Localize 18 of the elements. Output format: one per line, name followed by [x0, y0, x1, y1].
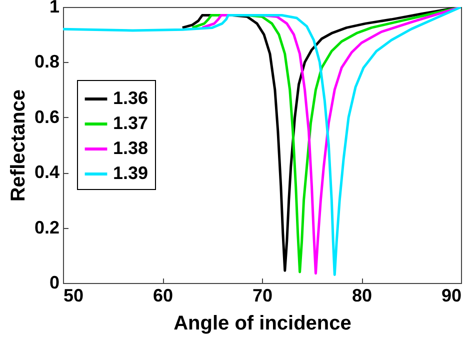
- legend-label: 1.36: [113, 88, 148, 108]
- y-tick-label: 0.6: [34, 106, 60, 127]
- y-tick-label: 0: [49, 272, 60, 292]
- legend-label: 1.39: [113, 163, 148, 183]
- x-tick-label: 90: [441, 286, 462, 306]
- x-axis-title: Angle of incidence: [174, 312, 352, 334]
- x-tick-label: 60: [152, 286, 174, 306]
- x-tick-label: 70: [252, 286, 273, 306]
- legend-label: 1.38: [113, 138, 148, 158]
- legend-label: 1.37: [113, 113, 148, 133]
- x-tick-label: 80: [352, 286, 372, 306]
- y-axis-title: Reflectance: [7, 89, 30, 202]
- y-tick-label: 0.8: [34, 52, 60, 72]
- line-series: [63, 7, 461, 276]
- y-tick-label: 1: [49, 0, 60, 16]
- x-tick-label: 50: [64, 286, 84, 306]
- y-tick-label: 0.4: [34, 162, 60, 182]
- y-tick-label: 0.2: [34, 217, 60, 238]
